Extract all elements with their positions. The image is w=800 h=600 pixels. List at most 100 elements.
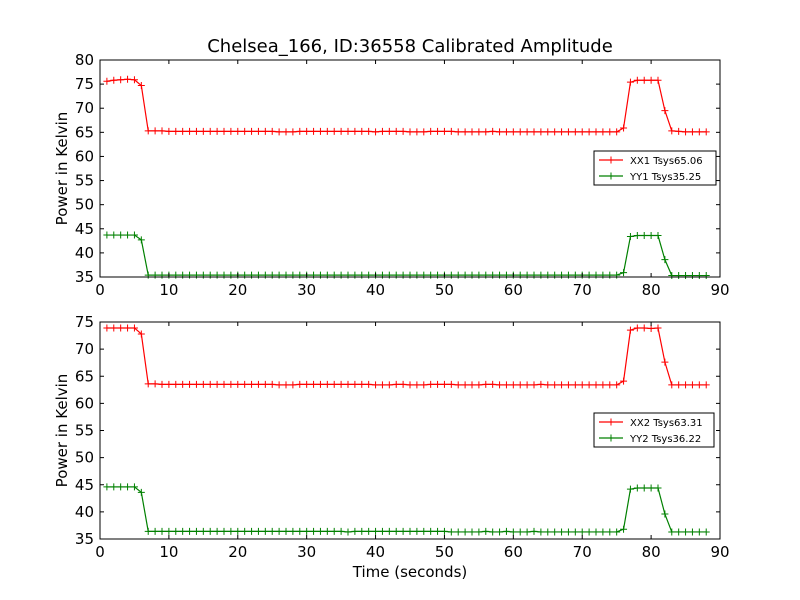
- data-point-marker: [385, 527, 393, 535]
- data-point-marker: [626, 232, 634, 240]
- data-point-marker: [151, 127, 159, 135]
- data-point-marker: [282, 128, 290, 136]
- data-point-marker: [289, 527, 297, 535]
- data-point-marker: [413, 527, 421, 535]
- data-point-marker: [578, 381, 586, 389]
- data-point-marker: [551, 381, 559, 389]
- data-point-marker: [151, 380, 159, 388]
- data-point-marker: [261, 527, 269, 535]
- data-point-marker: [620, 377, 628, 385]
- data-point-marker: [578, 528, 586, 536]
- y-tick-label: 70: [75, 340, 94, 358]
- data-point-marker: [702, 528, 710, 536]
- data-point-marker: [289, 128, 297, 136]
- data-point-marker: [420, 527, 428, 535]
- top-subplot: 0 10 20 30 40 50 60 70 80 90 35 40 45 50 55 60 65 70 75 80 P…: [53, 51, 730, 299]
- data-point-marker: [585, 528, 593, 536]
- data-point-marker: [537, 380, 545, 388]
- data-point-marker: [661, 107, 669, 115]
- data-point-marker: [620, 124, 628, 132]
- legend-box: [593, 412, 715, 448]
- x-tick-label: 80: [642, 281, 661, 299]
- x-tick-label: 40: [366, 543, 385, 561]
- data-point-marker: [454, 528, 462, 536]
- data-point-marker: [296, 527, 304, 535]
- data-point-marker: [165, 380, 173, 388]
- data-point-marker: [564, 128, 572, 136]
- data-point-marker: [124, 75, 132, 83]
- data-point-marker: [434, 127, 442, 135]
- data-point-marker: [571, 128, 579, 136]
- data-point-marker: [571, 381, 579, 389]
- data-point-marker: [633, 324, 641, 332]
- data-point-marker: [316, 380, 324, 388]
- data-point-marker: [468, 528, 476, 536]
- data-point-marker: [165, 527, 173, 535]
- data-point-marker: [551, 528, 559, 536]
- data-point-marker: [254, 527, 262, 535]
- data-point-marker: [378, 527, 386, 535]
- data-point-marker: [241, 127, 249, 135]
- y-tick-label: 35: [75, 530, 94, 548]
- data-point-marker: [647, 76, 655, 84]
- data-point-marker: [682, 381, 690, 389]
- legend-label: YY1 Tsys35.25: [629, 172, 701, 183]
- x-tick-label: 40: [366, 281, 385, 299]
- data-point-marker: [647, 484, 655, 492]
- data-point-marker: [220, 380, 228, 388]
- data-point-marker: [530, 128, 538, 136]
- data-point-marker: [330, 127, 338, 135]
- x-tick-label: 30: [297, 543, 316, 561]
- data-point-marker: [192, 380, 200, 388]
- data-point-marker: [268, 380, 276, 388]
- data-point-marker: [688, 128, 696, 136]
- x-tick-label: 0: [95, 543, 105, 561]
- y-tick-label: 40: [75, 503, 94, 521]
- y-tick-label: 55: [75, 172, 94, 190]
- data-point-marker: [330, 527, 338, 535]
- data-point-marker: [489, 380, 497, 388]
- data-point-marker: [682, 128, 690, 136]
- data-point-marker: [578, 128, 586, 136]
- data-point-marker: [337, 380, 345, 388]
- x-tick-label: 10: [159, 281, 178, 299]
- data-point-marker: [103, 324, 111, 332]
- series-yy2: [103, 483, 710, 536]
- data-point-marker: [661, 358, 669, 366]
- data-point-marker: [227, 527, 235, 535]
- data-point-marker: [399, 527, 407, 535]
- data-point-marker: [137, 488, 145, 496]
- data-point-marker: [130, 231, 138, 239]
- data-point-marker: [640, 232, 648, 240]
- data-point-marker: [558, 128, 566, 136]
- data-point-marker: [365, 380, 373, 388]
- data-point-marker: [206, 127, 214, 135]
- data-point-marker: [626, 78, 634, 86]
- data-point-marker: [571, 528, 579, 536]
- data-point-marker: [158, 527, 166, 535]
- y-tick-label: 45: [75, 476, 94, 494]
- data-point-marker: [179, 127, 187, 135]
- data-point-marker: [447, 127, 455, 135]
- data-point-marker: [344, 380, 352, 388]
- y-tick-label: 60: [75, 394, 94, 412]
- data-point-marker: [461, 381, 469, 389]
- data-point-marker: [227, 380, 235, 388]
- data-point-marker: [206, 527, 214, 535]
- data-point-marker: [427, 127, 435, 135]
- data-point-marker: [420, 381, 428, 389]
- x-tick-label: 30: [297, 281, 316, 299]
- data-point-marker: [344, 127, 352, 135]
- data-point-marker: [378, 381, 386, 389]
- x-tick-label: 70: [573, 281, 592, 299]
- data-point-marker: [668, 127, 676, 135]
- data-point-marker: [626, 485, 634, 493]
- data-point-marker: [537, 128, 545, 136]
- data-point-marker: [702, 381, 710, 389]
- data-point-marker: [282, 381, 290, 389]
- data-point-marker: [158, 380, 166, 388]
- data-point-marker: [130, 483, 138, 491]
- data-point-marker: [475, 528, 483, 536]
- data-point-marker: [158, 127, 166, 135]
